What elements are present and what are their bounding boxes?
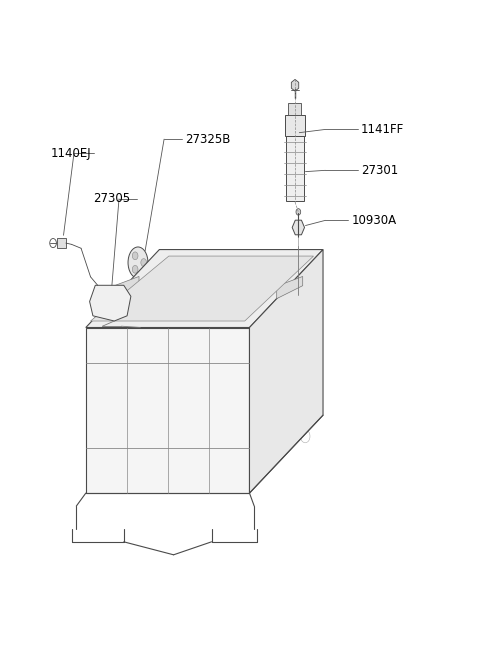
Ellipse shape xyxy=(128,247,148,278)
Text: 1141FF: 1141FF xyxy=(361,123,404,136)
Text: 10930A: 10930A xyxy=(351,214,396,227)
Polygon shape xyxy=(250,250,323,493)
Text: 27325B: 27325B xyxy=(185,133,231,145)
Polygon shape xyxy=(276,276,303,299)
Circle shape xyxy=(296,209,301,215)
Polygon shape xyxy=(168,276,193,299)
Polygon shape xyxy=(86,328,250,493)
Circle shape xyxy=(141,259,146,267)
Polygon shape xyxy=(57,238,66,248)
Polygon shape xyxy=(222,276,248,299)
Polygon shape xyxy=(288,103,301,115)
Circle shape xyxy=(132,265,138,273)
Text: 27301: 27301 xyxy=(361,164,398,177)
Polygon shape xyxy=(86,250,323,328)
Polygon shape xyxy=(285,115,305,136)
Text: 27305: 27305 xyxy=(93,193,130,206)
Polygon shape xyxy=(90,286,131,321)
Polygon shape xyxy=(113,276,139,299)
Text: 1140EJ: 1140EJ xyxy=(50,147,91,160)
Circle shape xyxy=(132,252,138,259)
Polygon shape xyxy=(286,136,304,201)
Polygon shape xyxy=(91,256,313,321)
